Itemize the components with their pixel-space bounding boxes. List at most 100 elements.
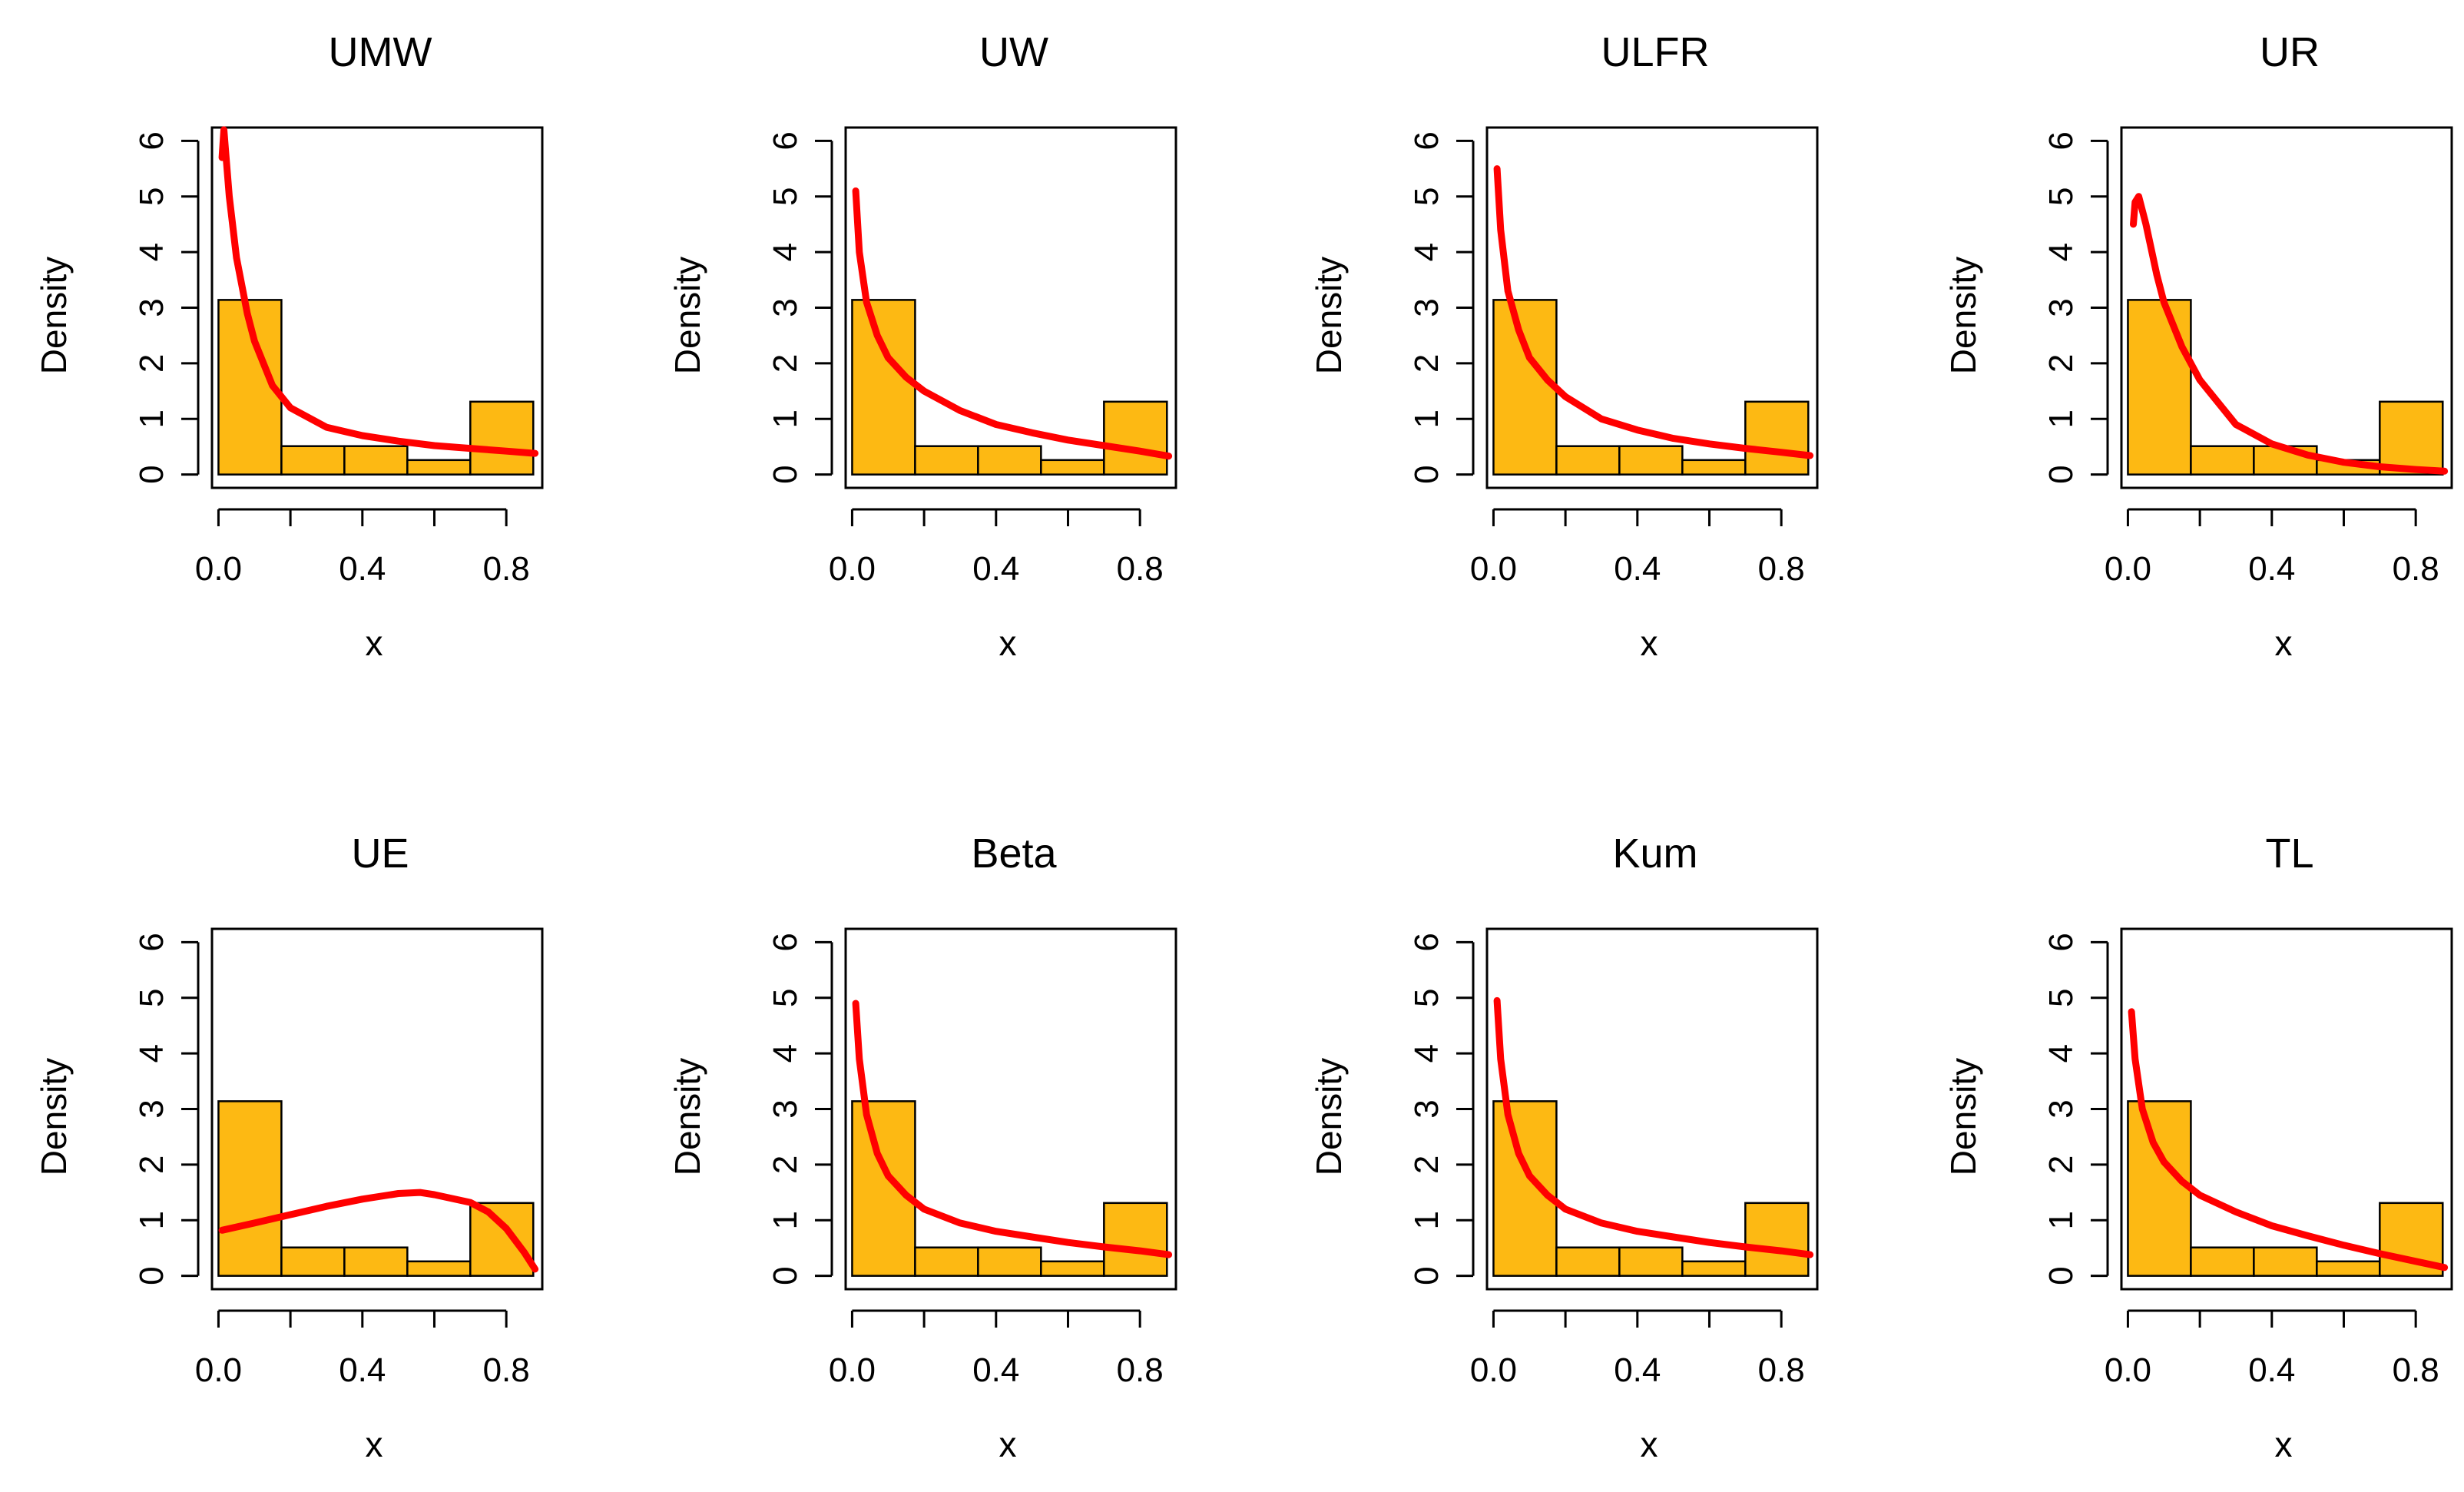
panel-umw: UMW 0.0 0.4 0.8 x 0 1 2 3 4 5 6 Density [34,29,544,663]
y-tick-label: 6 [1408,933,1446,951]
x-tick-label: 0.0 [829,1351,876,1389]
y-tick-label: 2 [133,354,171,373]
y-axis-label: Density [667,257,707,374]
y-axis-label: Density [1943,1058,1983,1175]
y-tick-label: 2 [2042,1155,2080,1174]
y-tick-label: 5 [767,989,804,1007]
plot-frame [844,927,1177,1291]
y-tick-label: 5 [2042,187,2080,206]
y-tick-label: 2 [2042,354,2080,373]
histogram-bar [851,299,916,476]
y-tick-label: 2 [133,1155,171,1174]
x-tick-label: 0.4 [1614,1351,1661,1389]
plot-frame [2120,927,2453,1291]
histogram-bar [977,1246,1042,1277]
y-tick-label: 0 [133,465,171,483]
x-tick-label: 0.0 [2105,550,2151,588]
y-tick-label: 3 [767,298,804,317]
y-tick-label: 0 [767,1266,804,1285]
histogram-bar [343,1246,409,1277]
histogram-bar [2379,400,2444,476]
y-tick-label: 5 [133,989,171,1007]
plot-frame [210,126,544,489]
histogram-bar [406,1260,472,1277]
x-tick-label: 0.8 [1117,550,1164,588]
plot-frame [1485,927,1819,1291]
histogram-bar [2190,445,2255,476]
histogram-bar [406,459,472,476]
y-tick-label: 3 [133,1099,171,1118]
histogram-bar [2127,299,2192,476]
histogram-bar [977,445,1042,476]
x-tick-label: 0.8 [483,550,530,588]
x-tick-label: 0.4 [972,1351,1019,1389]
histogram-bar [1555,1246,1621,1277]
y-tick-label: 3 [1408,298,1446,317]
y-tick-label: 2 [767,354,804,373]
x-tick-label: 0.4 [972,550,1019,588]
density-curve [1493,165,1814,459]
y-tick-label: 5 [2042,989,2080,1007]
x-tick-label: 0.4 [1614,550,1661,588]
histogram-bar [343,445,409,476]
y-tick-label: 6 [2042,933,2080,951]
y-tick-label: 1 [133,409,171,428]
x-tick-label: 0.0 [1470,550,1517,588]
y-tick-label: 1 [133,1211,171,1229]
x-tick-label: 0.0 [195,550,242,588]
x-tick-label: 0.0 [829,550,876,588]
x-tick-label: 0.0 [195,1351,242,1389]
panel-title: Beta [971,831,1057,877]
histogram-bar [280,1246,346,1277]
y-tick-label: 4 [2042,1044,2080,1063]
density-curve [852,1000,1173,1258]
histogram-bar [2253,1246,2318,1277]
y-tick-label: 2 [767,1155,804,1174]
plot-frame [210,927,544,1291]
y-tick-label: 4 [133,243,171,261]
y-tick-label: 1 [767,409,804,428]
x-axis-label: x [999,1424,1017,1464]
x-axis-label: x [366,1424,383,1464]
x-axis-label: x [1641,1424,1658,1464]
x-axis-label: x [1641,623,1658,663]
panel-title: TL [2265,831,2313,877]
histogram-bar [1555,445,1621,476]
y-tick-label: 6 [1408,131,1446,150]
y-tick-label: 1 [1408,409,1446,428]
histogram-bar [469,1202,535,1277]
x-tick-label: 0.8 [1758,550,1805,588]
panel-title: UE [351,831,409,877]
panel-ulfr: ULFR 0.0 0.4 0.8 x 0 1 2 3 4 5 6 Density [1309,29,1819,663]
histogram-bar [1618,1246,1684,1277]
panel-ue: UE 0.0 0.4 0.8 x 0 1 2 3 4 5 6 Density [34,831,544,1464]
y-tick-label: 4 [2042,243,2080,261]
plot-frame [1485,126,1819,489]
histogram-bar [1681,459,1747,476]
x-axis-label: x [2275,623,2293,663]
x-tick-label: 0.4 [339,1351,386,1389]
y-tick-label: 4 [767,243,804,261]
panel-tl: TL 0.0 0.4 0.8 x 0 1 2 3 4 5 6 Density [1943,831,2453,1464]
y-tick-label: 3 [767,1099,804,1118]
y-tick-label: 4 [1408,1044,1446,1063]
histogram-bar [2190,1246,2255,1277]
y-tick-label: 0 [2042,465,2080,483]
y-tick-label: 2 [1408,354,1446,373]
x-tick-label: 0.4 [2248,550,2295,588]
density-curve [2128,1008,2449,1272]
histogram-bar [914,1246,979,1277]
y-axis-label: Density [667,1058,707,1175]
histogram-bar [1744,1202,1810,1277]
y-tick-label: 0 [1408,465,1446,483]
histogram-bar [1492,1100,1558,1277]
histogram-bar [2316,1260,2381,1277]
panel-kum: Kum 0.0 0.4 0.8 x 0 1 2 3 4 5 6 Density [1309,831,1819,1464]
density-curve [2130,193,2449,475]
y-tick-label: 3 [2042,298,2080,317]
histogram-bar [1492,299,1558,476]
x-axis-label: x [2275,1424,2293,1464]
y-tick-label: 1 [2042,409,2080,428]
density-curve [218,126,539,457]
